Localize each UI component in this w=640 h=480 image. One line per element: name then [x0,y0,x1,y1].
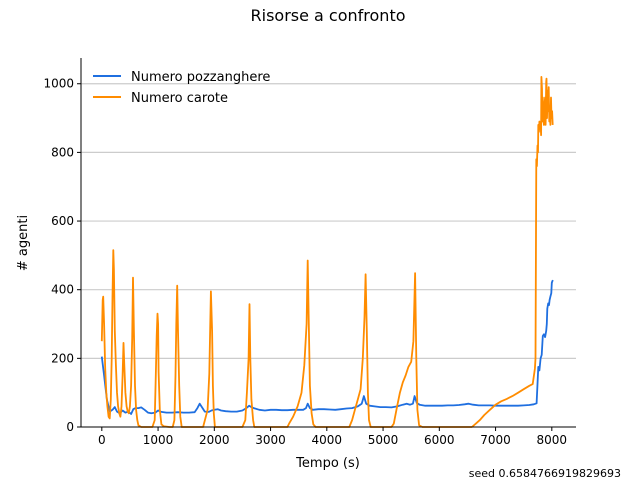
y-tick-label: 400 [51,283,74,297]
legend-label: Numero pozzanghere [131,70,270,85]
y-tick-label: 800 [51,145,74,159]
x-tick-label: 4000 [312,433,343,447]
x-tick-label: 7000 [480,433,511,447]
chart-title: Risorse a confronto [251,6,406,25]
x-tick-label: 3000 [255,433,286,447]
series-line-carote [100,76,554,428]
series-line-pozzanghere [100,279,554,415]
y-ticks: 0 200 400 600 800 1000 [43,77,81,434]
x-axis-label: Tempo (s) [295,456,360,471]
y-tick-label: 200 [51,351,74,365]
x-tick-label: 1000 [143,433,174,447]
seed-footnote: seed 0.6584766919829693 [469,467,621,480]
y-axis-label: # agenti [16,215,31,271]
x-tick-label: 2000 [199,433,230,447]
series-layer [100,76,554,428]
y-tick-label: 0 [66,420,74,434]
y-tick-label: 1000 [43,77,74,91]
x-tick-label: 5000 [368,433,399,447]
axes [80,58,576,428]
legend: Numero pozzanghere Numero carote [93,70,270,106]
legend-label: Numero carote [131,91,228,106]
x-tick-label: 6000 [424,433,455,447]
x-ticks: 0 1000 2000 3000 4000 5000 6000 7000 8000 [98,427,567,447]
x-tick-label: 0 [98,433,106,447]
x-tick-label: 8000 [537,433,568,447]
y-tick-label: 600 [51,214,74,228]
grid-lines [81,83,576,359]
